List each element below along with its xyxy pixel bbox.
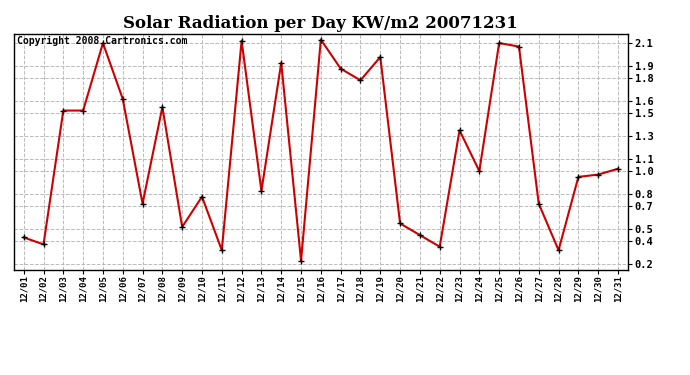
Text: Copyright 2008 Cartronics.com: Copyright 2008 Cartronics.com (17, 36, 187, 46)
Title: Solar Radiation per Day KW/m2 20071231: Solar Radiation per Day KW/m2 20071231 (124, 15, 518, 32)
